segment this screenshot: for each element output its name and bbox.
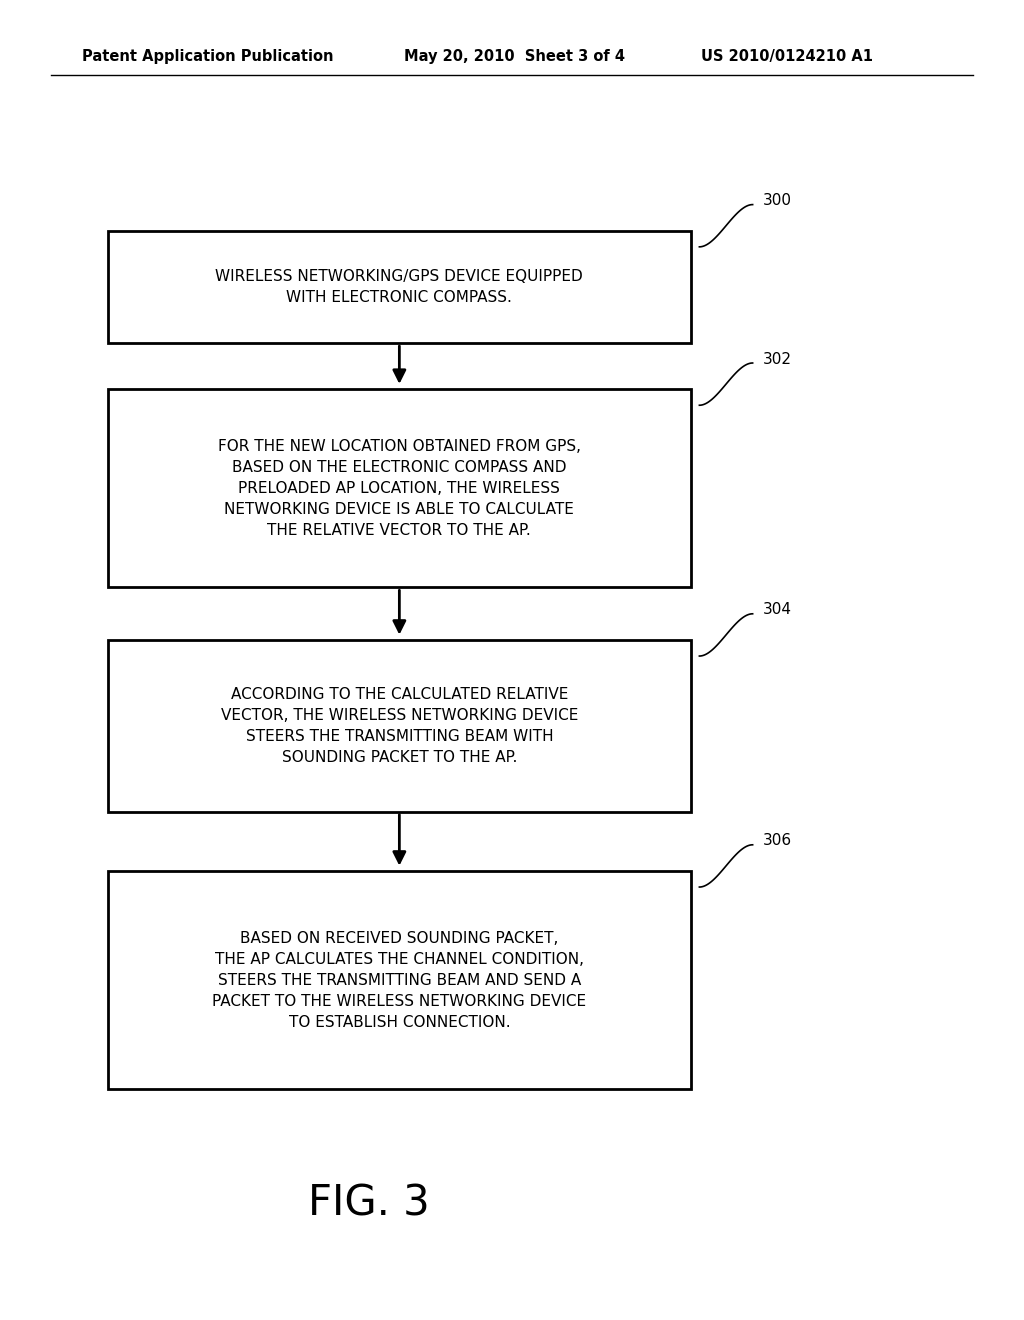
Text: 300: 300 — [763, 193, 792, 209]
Text: US 2010/0124210 A1: US 2010/0124210 A1 — [701, 49, 873, 65]
Text: 304: 304 — [763, 602, 792, 618]
Bar — [108, 640, 691, 812]
Text: FIG. 3: FIG. 3 — [308, 1183, 429, 1225]
Text: Patent Application Publication: Patent Application Publication — [82, 49, 334, 65]
Bar — [108, 871, 691, 1089]
Bar — [108, 389, 691, 587]
Text: WIRELESS NETWORKING/GPS DEVICE EQUIPPED
WITH ELECTRONIC COMPASS.: WIRELESS NETWORKING/GPS DEVICE EQUIPPED … — [215, 269, 584, 305]
Text: FOR THE NEW LOCATION OBTAINED FROM GPS,
BASED ON THE ELECTRONIC COMPASS AND
PREL: FOR THE NEW LOCATION OBTAINED FROM GPS, … — [218, 438, 581, 539]
Bar — [108, 231, 691, 343]
Text: May 20, 2010  Sheet 3 of 4: May 20, 2010 Sheet 3 of 4 — [404, 49, 626, 65]
Text: BASED ON RECEIVED SOUNDING PACKET,
THE AP CALCULATES THE CHANNEL CONDITION,
STEE: BASED ON RECEIVED SOUNDING PACKET, THE A… — [212, 931, 587, 1030]
Text: ACCORDING TO THE CALCULATED RELATIVE
VECTOR, THE WIRELESS NETWORKING DEVICE
STEE: ACCORDING TO THE CALCULATED RELATIVE VEC… — [221, 686, 578, 766]
Text: 306: 306 — [763, 833, 792, 849]
Text: 302: 302 — [763, 351, 792, 367]
